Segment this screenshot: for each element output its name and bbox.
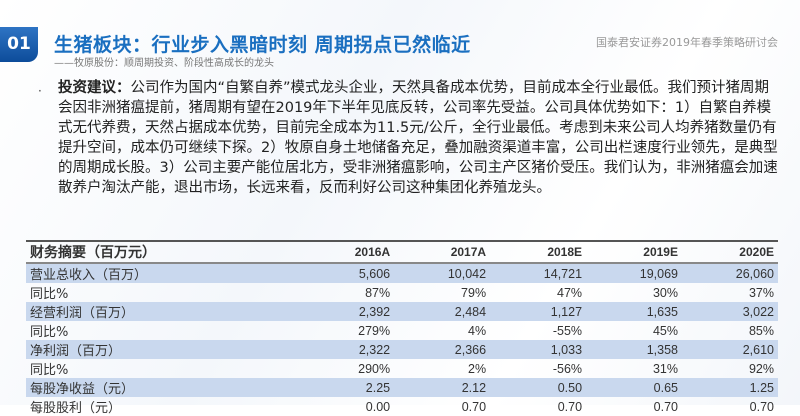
table-cell: 2,322 (304, 340, 395, 359)
table-cell: 0.70 (653, 399, 678, 414)
table-cell: 26,060 (681, 263, 778, 283)
table-cell: 45% (652, 323, 678, 338)
table-row: 每股净收益（元） 2.25 2.12 0.50 0.65 1.25 (26, 378, 778, 397)
table-cell: 2.12 (394, 378, 491, 397)
table-cell: -56% (552, 361, 583, 376)
table-row: 同比% 290% 2% -56% 31% 92% (26, 359, 778, 379)
row-label: 营业总收入（百万） (26, 263, 305, 283)
background (0, 0, 800, 405)
column-header: 2016A (304, 240, 395, 264)
table-cell: 0.70 (557, 399, 583, 414)
row-label: 净利润（百万） (26, 340, 305, 359)
table-cell: 10,042 (394, 263, 491, 283)
row-label: 同比% (30, 363, 69, 378)
table-header-row: 财务摘要（百万元） 2016A 2017A 2018E 2019E 2020E (26, 240, 778, 264)
column-header: 2018E (490, 240, 587, 264)
table-cell: 3,022 (681, 302, 778, 321)
table-cell: 2.25 (304, 378, 395, 397)
table-cell: 4% (468, 323, 487, 338)
row-label: 每股净收益（元） (26, 378, 305, 397)
table-cell: 0.00 (365, 399, 391, 414)
table-cell: 2,392 (304, 302, 395, 321)
table-cell: 30% (652, 285, 678, 300)
table-cell: 290% (358, 361, 391, 376)
row-label: 经营利润（百万） (26, 302, 305, 321)
table-cell: 37% (748, 285, 774, 300)
page-title: 生猪板块：行业步入黑暗时刻 周期拐点已然临近 (54, 34, 471, 56)
table-cell: 1,033 (490, 340, 587, 359)
table-cell: 1.25 (681, 378, 778, 397)
row-label: 同比% (30, 325, 69, 340)
table-cell: 0.65 (586, 378, 682, 397)
table-cell: 87% (365, 285, 391, 300)
bullet-icon: · (38, 84, 42, 98)
table-cell: 2,366 (394, 340, 491, 359)
table-cell: 0.50 (490, 378, 587, 397)
advice-text: 公司作为国内“自繁自养”模式龙头企业，天然具备成本优势，目前成本全行业最低。我们… (58, 80, 778, 196)
advice-lead: 投资建议： (58, 80, 131, 96)
table-cell: 19,069 (586, 263, 682, 283)
table-cell: 2,484 (394, 302, 491, 321)
table-cell: 1,635 (586, 302, 682, 321)
table-cell: 0.70 (461, 399, 487, 414)
table-cell: 79% (461, 285, 487, 300)
table-cell: 47% (557, 285, 583, 300)
table-cell: 14,721 (490, 263, 587, 283)
table-row: 经营利润（百万） 2,392 2,484 1,127 1,635 3,022 (26, 302, 778, 321)
column-header: 2017A (394, 240, 491, 264)
row-label: 同比% (30, 287, 69, 302)
table-cell: 2,610 (681, 340, 778, 359)
column-header: 2020E (681, 240, 778, 264)
table-cell: 1,358 (586, 340, 682, 359)
table-row: 同比% 87% 79% 47% 30% 37% (26, 283, 778, 303)
table-cell: 1,127 (490, 302, 587, 321)
column-header: 2019E (586, 240, 682, 264)
row-label: 每股股利（元） (30, 401, 122, 416)
section-badge: 01 (0, 27, 38, 62)
table-cell: 279% (358, 323, 391, 338)
table-cell: 2% (468, 361, 487, 376)
table-row: 同比% 279% 4% -55% 45% 85% (26, 321, 778, 341)
table-row: 营业总收入（百万） 5,606 10,042 14,721 19,069 26,060 (26, 263, 778, 283)
financial-summary-table: 财务摘要（百万元） 2016A 2017A 2018E 2019E 2020E 营业总收入… (26, 240, 778, 416)
table-row: 净利润（百万） 2,322 2,366 1,033 1,358 2,610 (26, 340, 778, 359)
table-cell: -55% (552, 323, 583, 338)
table-cell: 85% (748, 323, 774, 338)
table-cell: 5,606 (304, 263, 395, 283)
page-subtitle: ——牧原股份：顺周期投资、阶段性高成长的龙头 (54, 58, 274, 69)
table-cell: 31% (652, 361, 678, 376)
investment-advice-paragraph: 投资建议：公司作为国内“自繁自养”模式龙头企业，天然具备成本优势，目前成本全行业… (58, 78, 778, 198)
organization-label: 国泰君安证券2019年春季策略研讨会 (596, 36, 778, 49)
table-row: 每股股利（元） 0.00 0.70 0.70 0.70 0.70 (26, 397, 778, 416)
table-cell: 0.70 (749, 399, 774, 414)
column-header: 财务摘要（百万元） (26, 240, 305, 264)
table-cell: 92% (748, 361, 774, 376)
